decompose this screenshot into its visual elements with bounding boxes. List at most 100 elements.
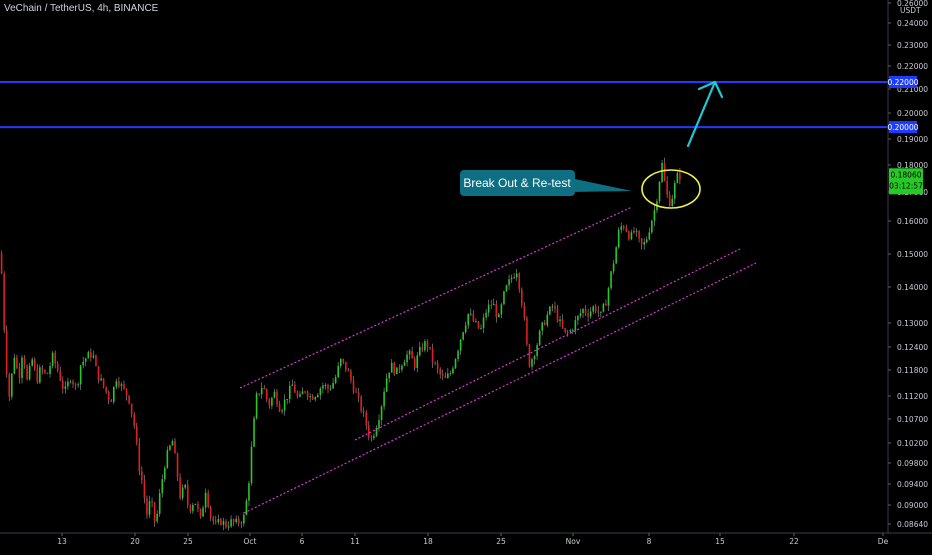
bear-candle (439, 368, 441, 375)
horizontal-levels[interactable] (0, 81, 888, 129)
bull-candle (385, 378, 388, 392)
bear-candle (215, 521, 217, 523)
bear-candle (268, 399, 271, 406)
bear-candle (174, 440, 176, 454)
bear-candle (107, 392, 110, 400)
bull-candle (482, 317, 485, 329)
bull-candle (28, 365, 31, 380)
time-tick-label: 6 (300, 537, 305, 546)
bull-candle (610, 271, 612, 289)
bull-candle (271, 397, 273, 406)
bull-candle (222, 521, 225, 525)
bear-candle (125, 388, 128, 396)
symbol-title: VeChain / TetherUS, 4h, BINANCE (4, 3, 159, 14)
bear-candle (16, 357, 18, 369)
bull-candle (202, 507, 204, 517)
bull-candle (69, 381, 72, 383)
bear-candle (526, 317, 528, 345)
bull-candle (459, 339, 462, 351)
bear-candle (521, 289, 523, 306)
bull-candle (577, 315, 579, 321)
bull-candle (245, 500, 248, 515)
bear-candle (477, 321, 480, 329)
bear-candle (240, 523, 243, 525)
bear-candle (625, 228, 628, 232)
bull-candle (230, 519, 232, 527)
bull-candle (612, 263, 615, 272)
candles-layer (0, 157, 681, 531)
bear-candle (355, 391, 357, 393)
bull-candle (309, 396, 311, 398)
bull-candle (643, 242, 645, 245)
bear-candle (528, 344, 531, 367)
bull-candle (166, 449, 169, 468)
bull-candle (324, 384, 327, 386)
bear-candle (342, 358, 345, 362)
bear-candle (426, 341, 429, 347)
bull-candle (674, 183, 676, 199)
bull-candle (531, 359, 533, 367)
bull-candle (424, 341, 426, 351)
bull-candle (13, 357, 16, 374)
bear-candle (151, 501, 153, 503)
bull-candle (164, 467, 166, 480)
bull-candle (648, 232, 651, 240)
bear-candle (266, 389, 268, 400)
bear-candle (518, 273, 521, 290)
bull-candle (408, 350, 411, 355)
bear-candle (46, 372, 49, 375)
bull-candle (217, 518, 220, 523)
bear-candle (413, 358, 416, 368)
bull-candle (288, 385, 291, 399)
bull-candle (538, 330, 541, 346)
bull-candle (633, 231, 635, 233)
bull-candle (569, 330, 572, 332)
bear-candle (123, 384, 125, 389)
bear-candle (311, 396, 314, 400)
bear-candle (176, 453, 179, 478)
bull-candle (467, 313, 470, 326)
bull-candle (645, 239, 648, 243)
price-tick-label: 0.24000 (897, 19, 928, 28)
channel-line (243, 262, 757, 514)
bear-candle (95, 355, 97, 367)
callout-text: Break Out & Re-test (463, 176, 571, 190)
bull-candle (615, 247, 617, 264)
bull-candle (536, 345, 538, 357)
bear-candle (594, 306, 597, 312)
bear-candle (434, 362, 436, 364)
bull-candle (373, 435, 375, 438)
bull-candle (39, 367, 41, 383)
bull-candle (82, 361, 84, 366)
current-price-badge (889, 168, 923, 195)
bull-candle (248, 483, 250, 501)
bull-candle (452, 368, 454, 374)
bull-candle (184, 484, 186, 488)
bull-candle (546, 314, 549, 325)
bear-candle (110, 399, 113, 402)
bear-candle (368, 425, 370, 438)
bull-candle (120, 384, 123, 386)
bear-candle (429, 346, 431, 349)
bull-candle (319, 388, 322, 395)
time-axis[interactable]: 13 20 25 Oct 6 11 18 25 Nov 8 15 22 De (57, 533, 889, 546)
bear-candle (36, 369, 39, 383)
bear-candle (54, 352, 56, 364)
bear-candle (74, 384, 77, 386)
time-tick-label: 25 (496, 537, 506, 546)
bull-candle (169, 445, 171, 450)
bull-candle (192, 504, 194, 511)
bull-candle (283, 399, 286, 411)
bull-candle (403, 362, 406, 366)
bull-candle (148, 501, 151, 515)
annotations-layer: Break Out & Re-test (460, 80, 724, 209)
bear-candle (294, 384, 296, 393)
bull-candle (322, 385, 324, 389)
bull-candle (508, 279, 510, 286)
bull-candle (551, 306, 554, 308)
bear-candle (179, 477, 181, 499)
bull-candle (77, 384, 79, 386)
bull-candle (204, 492, 207, 508)
